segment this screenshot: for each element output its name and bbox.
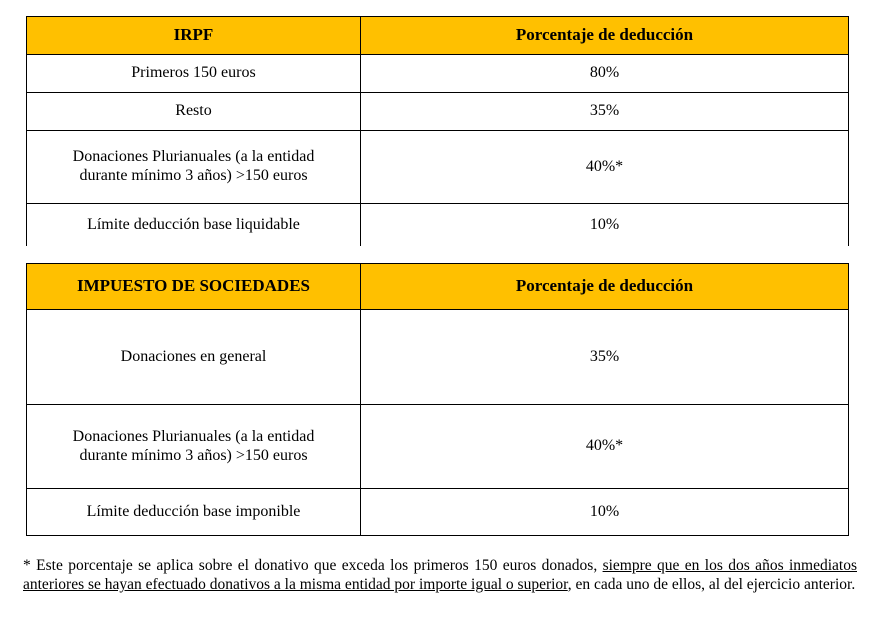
footnote-text-before: * Este porcentaje se aplica sobre el don… — [23, 557, 603, 574]
row-value: 40%* — [360, 130, 849, 204]
row-concept: Resto — [26, 92, 361, 131]
row-value: 10% — [360, 203, 849, 246]
row-concept: Donaciones en general — [26, 309, 361, 405]
row-value: 40%* — [360, 404, 849, 489]
irpf-header-row: IRPF Porcentaje de deducción — [26, 16, 849, 55]
table-row: Donaciones Plurianuales (a la entidad du… — [26, 130, 849, 204]
table-row: Donaciones en general 35% — [26, 309, 849, 405]
sociedades-header-row: IMPUESTO DE SOCIEDADES Porcentaje de ded… — [26, 263, 849, 310]
irpf-header-title: IRPF — [26, 16, 361, 55]
irpf-table: IRPF Porcentaje de deducción Primeros 15… — [26, 16, 849, 246]
table-row: Primeros 150 euros 80% — [26, 54, 849, 93]
row-value: 35% — [360, 309, 849, 405]
sociedades-header-title: IMPUESTO DE SOCIEDADES — [26, 263, 361, 310]
row-concept: Límite deducción base liquidable — [26, 203, 361, 246]
row-concept: Límite deducción base imponible — [26, 488, 361, 536]
row-value: 80% — [360, 54, 849, 93]
table-row: Límite deducción base imponible 10% — [26, 488, 849, 536]
row-value: 35% — [360, 92, 849, 131]
irpf-header-percentage: Porcentaje de deducción — [360, 16, 849, 55]
table-row: Donaciones Plurianuales (a la entidad du… — [26, 404, 849, 489]
footnote-text-underlined: siempre que en los dos años inmediatos a… — [23, 557, 857, 593]
table-row: Resto 35% — [26, 92, 849, 131]
sociedades-header-percentage: Porcentaje de deducción — [360, 263, 849, 310]
row-concept: Primeros 150 euros — [26, 54, 361, 93]
footnote-text-after: , en cada uno de ellos, al del ejercicio… — [567, 576, 856, 593]
row-value: 10% — [360, 488, 849, 536]
row-concept: Donaciones Plurianuales (a la entidad du… — [26, 130, 361, 204]
row-concept: Donaciones Plurianuales (a la entidad du… — [26, 404, 361, 489]
document-page: IRPF Porcentaje de deducción Primeros 15… — [0, 16, 877, 636]
sociedades-table: IMPUESTO DE SOCIEDADES Porcentaje de ded… — [26, 263, 849, 536]
table-row: Límite deducción base liquidable 10% — [26, 203, 849, 246]
footnote: * Este porcentaje se aplica sobre el don… — [23, 556, 857, 594]
